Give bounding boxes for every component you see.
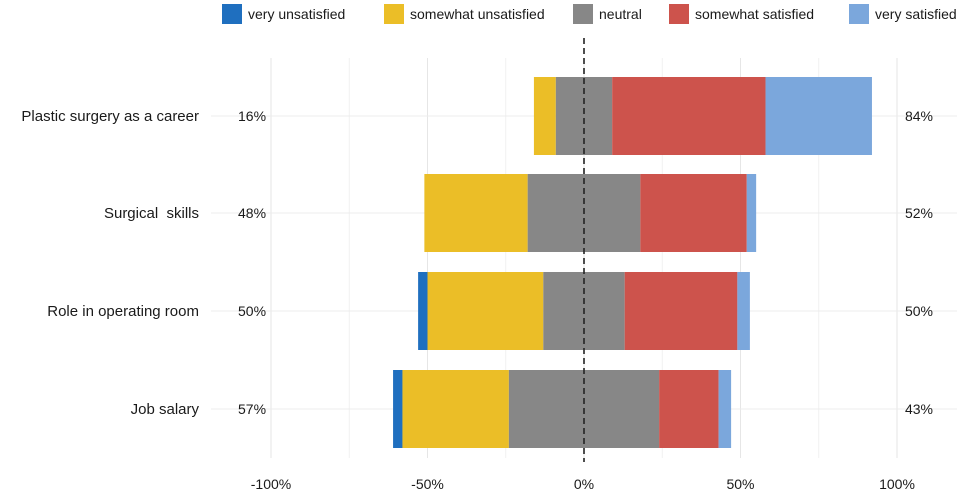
labels: Plastic surgery as a career 16% 84% Surgica…: [21, 108, 933, 492]
bar-segment-somewhat-unsatisfied: [427, 272, 544, 350]
category-label: Role in operating room: [47, 303, 199, 320]
right-total-label: 50%: [905, 303, 933, 319]
bar-segment-somewhat-unsatisfied: [424, 174, 528, 252]
bar-segment-somewhat-unsatisfied: [533, 77, 556, 155]
legend-label: neutral: [599, 6, 642, 22]
x-tick-label: 100%: [879, 476, 915, 492]
category-label: Job salary: [131, 401, 200, 418]
bar-segment-very-satisfied: [765, 77, 872, 155]
legend: very unsatisfied somewhat unsatisfied neut…: [222, 4, 957, 24]
bar-segment-somewhat-satisfied: [640, 174, 747, 252]
bars: [393, 77, 872, 448]
right-total-label: 52%: [905, 205, 933, 221]
right-total-label: 84%: [905, 108, 933, 124]
legend-swatch: [669, 4, 689, 24]
x-tick-label: 50%: [726, 476, 754, 492]
bar-segment-very-unsatisfied: [393, 370, 403, 448]
bar-segment-somewhat-satisfied: [624, 272, 738, 350]
left-total-label: 16%: [238, 108, 266, 124]
bar-segment-somewhat-unsatisfied: [402, 370, 509, 448]
category-label: Plastic surgery as a career: [21, 108, 199, 125]
bar-segment-somewhat-satisfied: [659, 370, 719, 448]
legend-swatch: [222, 4, 242, 24]
legend-swatch: [573, 4, 593, 24]
right-total-label: 43%: [905, 401, 933, 417]
x-tick-label: 0%: [574, 476, 594, 492]
legend-swatch: [849, 4, 869, 24]
legend-label: very unsatisfied: [248, 6, 345, 22]
x-tick-label: -50%: [411, 476, 444, 492]
left-total-label: 48%: [238, 205, 266, 221]
left-total-label: 50%: [238, 303, 266, 319]
bar-segment-very-satisfied: [737, 272, 750, 350]
legend-swatch: [384, 4, 404, 24]
left-total-label: 57%: [238, 401, 266, 417]
bar-segment-very-satisfied: [746, 174, 757, 252]
x-tick-label: -100%: [251, 476, 291, 492]
category-label: Surgical skills: [104, 205, 199, 222]
bar-segment-somewhat-satisfied: [612, 77, 766, 155]
bar-segment-very-unsatisfied: [418, 272, 428, 350]
legend-label: somewhat unsatisfied: [410, 6, 545, 22]
bar-segment-very-satisfied: [718, 370, 732, 448]
legend-label: somewhat satisfied: [695, 6, 814, 22]
legend-label: very satisfied: [875, 6, 957, 22]
